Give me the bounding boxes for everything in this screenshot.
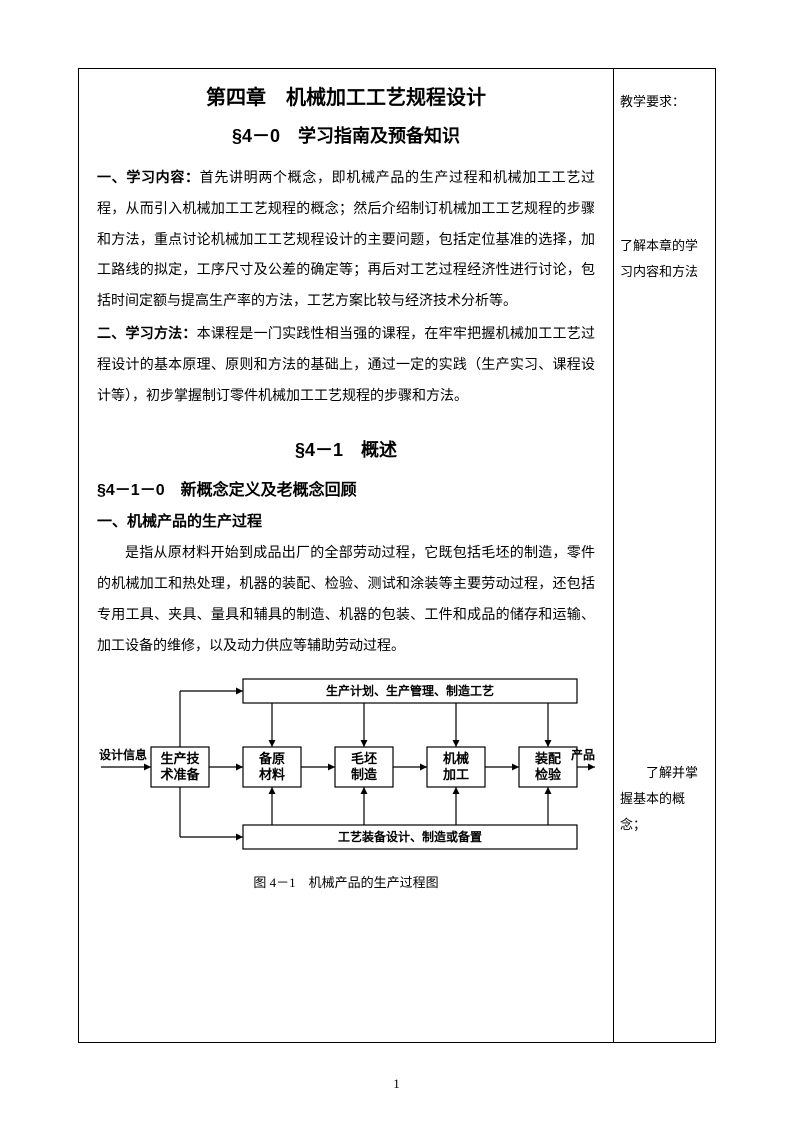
page-number: 1 [0, 1076, 793, 1092]
svg-text:设计信息: 设计信息 [99, 747, 147, 762]
figure-caption: 图 4－1 机械产品的生产过程图 [97, 872, 595, 891]
para-1: 是指从原材料开始到成品出厂的全部劳动过程，它既包括毛坯的制造，零件的机械加工和热… [97, 539, 595, 662]
main-column: 第四章 机械加工工艺规程设计 §4－0 学习指南及预备知识 一、学习内容：首先讲… [79, 69, 614, 1042]
svg-text:术准备: 术准备 [159, 767, 200, 782]
study-method-label: 二、学习方法： [97, 325, 197, 341]
section-4-1-0-title: §4－1－0 新概念定义及老概念回顾 [97, 476, 595, 500]
side-note-2: 了解本章的学习内容和方法 [620, 233, 709, 285]
section-4-1-title: §4－1 概述 [97, 436, 595, 462]
svg-text:材料: 材料 [259, 767, 285, 782]
study-content-para: 一、学习内容：首先讲明两个概念，即机械产品的生产过程和机械加工工艺过程，从而引入… [97, 162, 595, 318]
study-content-label: 一、学习内容： [97, 169, 200, 185]
svg-text:加工: 加工 [442, 767, 469, 782]
svg-text:制造: 制造 [351, 767, 378, 782]
svg-text:生产计划、生产管理、制造工艺: 生产计划、生产管理、制造工艺 [326, 683, 494, 698]
svg-text:检验: 检验 [535, 767, 562, 782]
study-content-text: 首先讲明两个概念，即机械产品的生产过程和机械加工工艺过程，从而引入机械加工工艺规… [97, 171, 595, 309]
page-frame: 第四章 机械加工工艺规程设计 §4－0 学习指南及预备知识 一、学习内容：首先讲… [78, 68, 716, 1043]
section-4-0-title: §4－0 学习指南及预备知识 [97, 122, 595, 148]
study-method-para: 二、学习方法：本课程是一门实践性相当强的课程，在牢牢把握机械加工工艺过程设计的基… [97, 318, 595, 412]
side-note-3: 了解并掌握基本的概念； [620, 760, 709, 838]
svg-text:工艺装备设计、制造或备置: 工艺装备设计、制造或备置 [338, 829, 482, 844]
svg-text:装配: 装配 [534, 751, 561, 766]
side-note-1: 教学要求： [620, 89, 709, 115]
flowchart-svg: 生产计划、生产管理、制造工艺工艺装备设计、制造或备置 生产技术准备 备原材料 毛坯制造… [97, 669, 597, 853]
svg-text:机械: 机械 [443, 751, 469, 766]
svg-text:生产技: 生产技 [160, 751, 200, 766]
chapter-title: 第四章 机械加工工艺规程设计 [97, 81, 595, 110]
side-column: 教学要求： 了解本章的学习内容和方法 了解并掌握基本的概念； [614, 69, 715, 1042]
sub-heading-1: 一、机械产品的生产过程 [97, 510, 595, 531]
svg-text:产品: 产品 [571, 747, 595, 762]
flowchart-figure: 生产计划、生产管理、制造工艺工艺装备设计、制造或备置 生产技术准备 备原材料 毛坯制造… [97, 669, 597, 858]
svg-text:备原: 备原 [258, 751, 285, 766]
svg-text:毛坯: 毛坯 [351, 751, 377, 766]
